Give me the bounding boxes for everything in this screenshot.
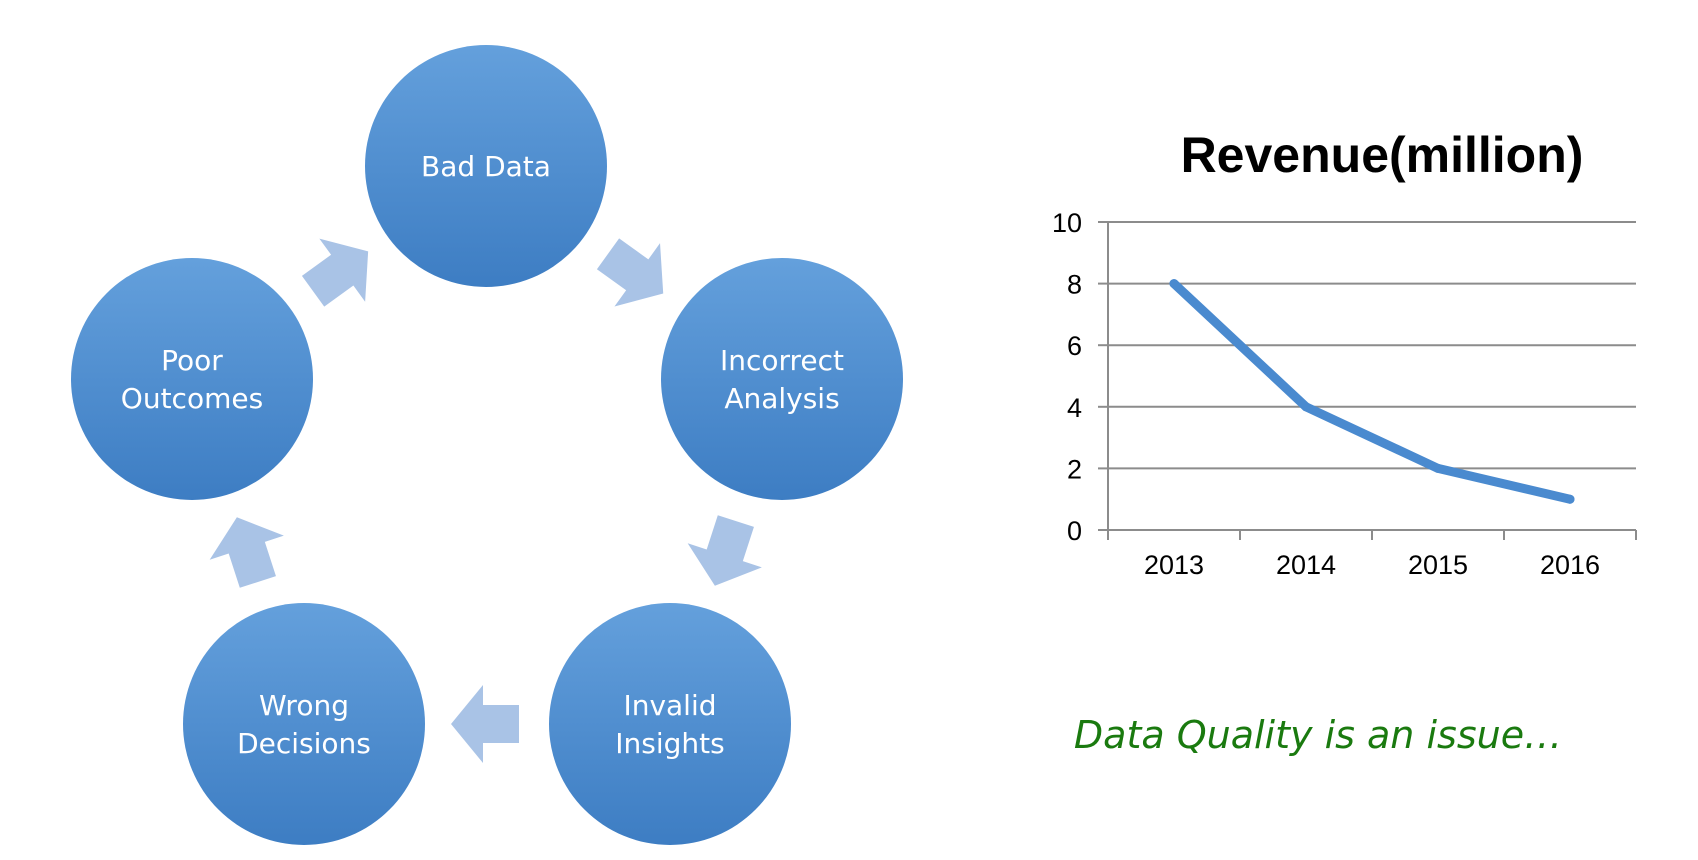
cycle-node-label: Incorrect: [720, 344, 844, 377]
cycle-node-circle: [71, 258, 313, 500]
cycle-node-label: Outcomes: [121, 382, 263, 415]
cycle-node-circle: [661, 258, 903, 500]
arrow-shape: [687, 515, 762, 586]
cycle-node-invalid-insights: Invalid Insights: [549, 603, 791, 845]
chart-axes: [1098, 221, 1637, 540]
y-tick-label: 4: [1067, 393, 1082, 423]
x-tick-label: 2015: [1408, 550, 1468, 580]
arrow-shape: [301, 238, 369, 307]
x-tick-label: 2014: [1276, 550, 1336, 580]
cycle-node-label: Insights: [615, 727, 724, 760]
arrow-shape: [209, 517, 284, 588]
y-tick-label: 6: [1067, 331, 1082, 361]
cycle-node-label: Analysis: [724, 382, 839, 415]
chart-gridlines: [1108, 221, 1636, 470]
data-point: [1301, 402, 1311, 412]
cycle-node-circle: [365, 45, 607, 287]
x-tick-label: 2016: [1540, 550, 1600, 580]
y-tick-label: 0: [1067, 516, 1082, 546]
cycle-arrow-2: [687, 515, 762, 586]
cycle-diagram: Bad Data Incorrect Analysis Invalid Insights…: [71, 45, 903, 845]
arrow-shape: [451, 685, 519, 763]
cycle-node-bad-data: Bad Data: [365, 45, 607, 287]
cycle-node-label: Decisions: [237, 727, 371, 760]
cycle-arrow-5: [301, 238, 369, 307]
cycle-arrow-3: [451, 685, 519, 763]
chart-title: Revenue(million): [1181, 127, 1584, 183]
arrow-shape: [596, 238, 664, 307]
cycle-node-label: Wrong: [259, 689, 349, 722]
caption-text: Data Quality is an issue…: [1074, 713, 1562, 757]
y-tick-label: 8: [1067, 270, 1082, 300]
cycle-node-label: Invalid: [623, 689, 716, 722]
y-tick-label: 10: [1052, 208, 1082, 238]
cycle-node-wrong-decisions: Wrong Decisions: [183, 603, 425, 845]
y-tick-labels: 0 2 4 6 8 10: [1052, 208, 1082, 546]
series-line: [1169, 279, 1575, 504]
cycle-node-circle: [549, 603, 791, 845]
x-tick-label: 2013: [1144, 550, 1204, 580]
data-point: [1565, 494, 1575, 504]
cycle-node-label: Poor: [161, 344, 223, 377]
cycle-arrow-4: [209, 517, 284, 588]
y-tick-label: 2: [1067, 454, 1082, 484]
cycle-node-label: Bad Data: [421, 150, 551, 183]
cycle-node-incorrect-analysis: Incorrect Analysis: [661, 258, 903, 500]
data-point: [1433, 463, 1443, 473]
cycle-node-poor-outcomes: Poor Outcomes: [71, 258, 313, 500]
x-tick-labels: 2013 2014 2015 2016: [1144, 550, 1600, 580]
cycle-arrow-1: [596, 238, 664, 307]
chart-series: [1169, 279, 1575, 504]
data-point: [1169, 279, 1179, 289]
cycle-node-circle: [183, 603, 425, 845]
